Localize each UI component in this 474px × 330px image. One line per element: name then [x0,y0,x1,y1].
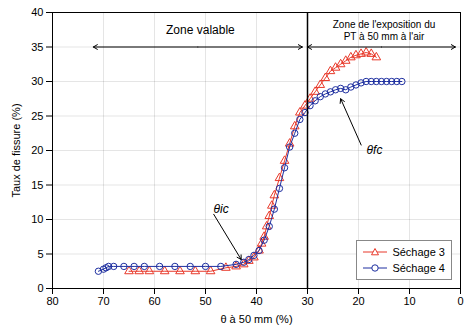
svg-text:10: 10 [31,213,43,225]
svg-text:0: 0 [457,295,463,307]
svg-text:Taux de fissure (%): Taux de fissure (%) [10,103,22,197]
svg-text:10: 10 [403,295,415,307]
svg-text:60: 60 [148,295,160,307]
svg-text:15: 15 [31,179,43,191]
svg-text:Zone de l'exposition duPT à 50: Zone de l'exposition duPT à 50 mm à l'ai… [333,19,436,42]
svg-text:θ à 50 mm (%): θ à 50 mm (%) [220,313,292,325]
svg-text:50: 50 [199,295,211,307]
svg-text:θic: θic [214,202,229,216]
svg-text:40: 40 [31,6,43,18]
svg-text:25: 25 [31,110,43,122]
svg-text:θfc: θfc [367,143,383,157]
svg-text:30: 30 [31,75,43,87]
svg-text:40: 40 [250,295,262,307]
svg-text:80: 80 [46,295,58,307]
svg-text:5: 5 [37,248,43,260]
html-text:Séchage 3: Séchage 3 [392,246,445,258]
svg-text:70: 70 [97,295,109,307]
svg-text:30: 30 [301,295,313,307]
svg-text:20: 20 [31,144,43,156]
html-text:Séchage 4: Séchage 4 [392,262,445,274]
svg-text:Zone valable: Zone valable [166,23,235,37]
svg-text:35: 35 [31,41,43,53]
svg-text:20: 20 [352,295,364,307]
svg-text:0: 0 [37,282,43,294]
